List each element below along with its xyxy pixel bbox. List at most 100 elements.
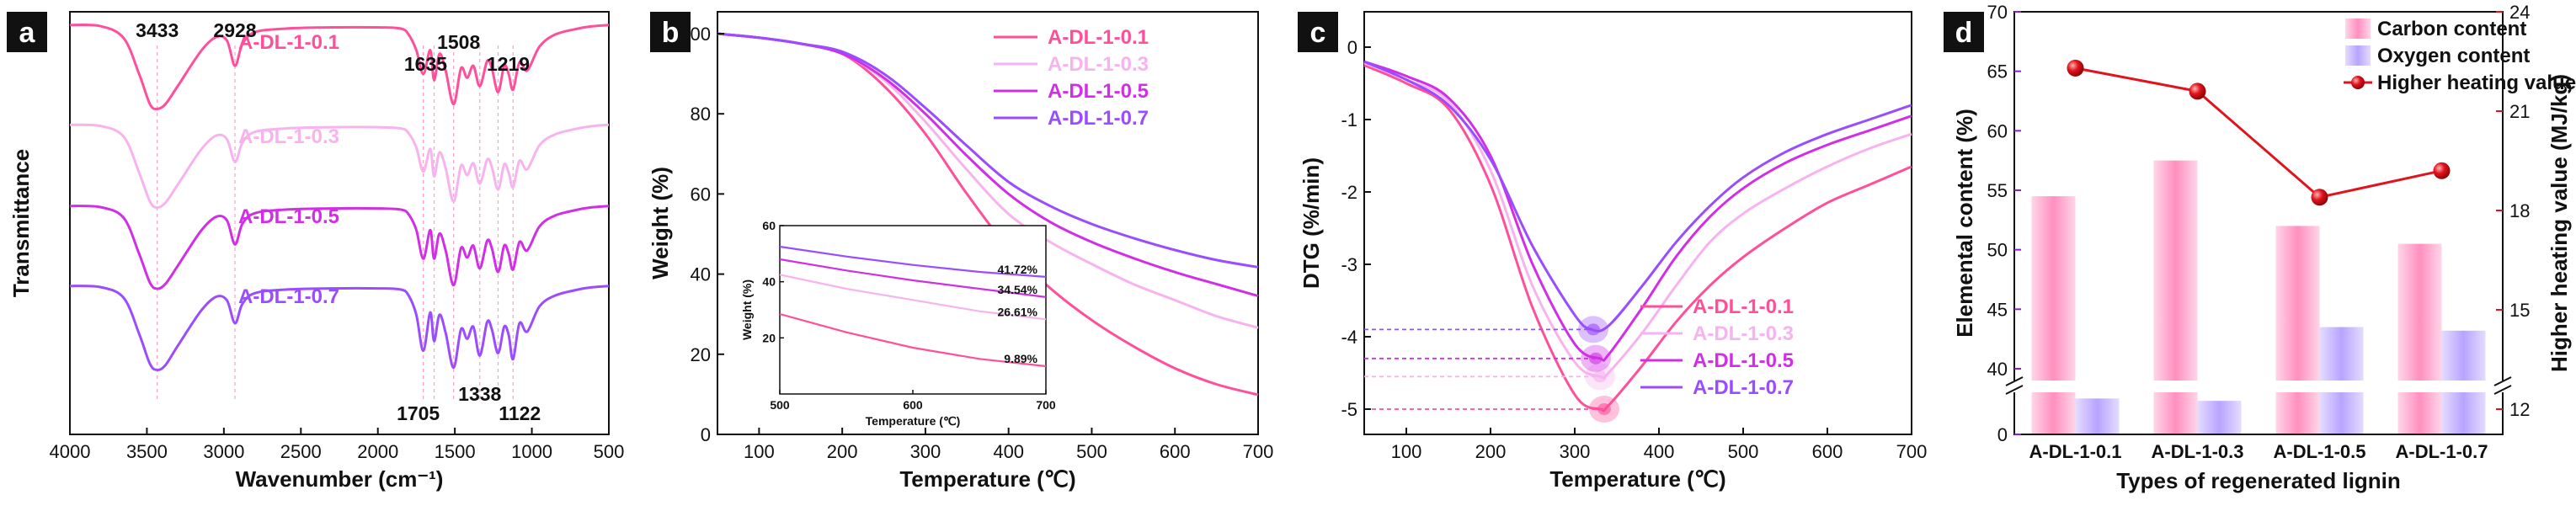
spectra <box>69 24 610 371</box>
legend-swatch-carbon <box>2345 19 2371 39</box>
inset-y-tick-label: 20 <box>762 331 776 344</box>
y-axis-label: Transmittance <box>8 149 34 297</box>
peak-annotation: 1635 <box>404 53 447 75</box>
legend-swatch-oxygen <box>2345 45 2371 66</box>
panel-label-box <box>1298 12 1338 52</box>
x-tick-label: 500 <box>594 441 625 462</box>
oxygen-bar <box>2197 401 2242 434</box>
x-tick-label: 700 <box>1896 441 1928 462</box>
inset-x-tick-label: 500 <box>770 398 790 412</box>
y-tick-label: 50 <box>1987 240 2008 261</box>
legend-swatch-hhv-point <box>2351 76 2365 89</box>
y-tick-label: 100 <box>680 24 711 45</box>
x-tick-label: 400 <box>993 441 1024 462</box>
peak-annotation: 1338 <box>458 383 501 405</box>
y2-tick-label: 18 <box>2509 200 2530 221</box>
y-tick-label: 0 <box>1347 37 1357 58</box>
peak-annotation: 1705 <box>397 402 440 424</box>
plot-frame <box>1363 11 1912 435</box>
carbon-bar <box>2275 226 2320 434</box>
dtg-curve <box>1363 60 1912 362</box>
legend-label: A-DL-1-0.1 <box>1048 26 1149 49</box>
inset-end-label: 26.61% <box>998 305 1038 318</box>
legend-label: A-DL-1-0.7 <box>1693 376 1794 399</box>
hhv-line <box>2067 59 2451 206</box>
tga-curve <box>717 32 1259 269</box>
legend: Carbon content Oxygen content Higher heati… <box>2344 18 2576 94</box>
x-tick-label: 700 <box>1243 441 1274 462</box>
y-tick-label: 55 <box>1987 180 2008 201</box>
series-labels: A-DL-1-0.1 A-DL-1-0.3 A-DL-1-0.5 A-DL-1-0.7 <box>238 31 339 308</box>
x-tick-label: 200 <box>1475 441 1507 462</box>
y-tick-label: -1 <box>1341 109 1357 130</box>
peak-annotation: 1122 <box>499 402 541 424</box>
annotation-dashes <box>157 45 514 401</box>
panel-label-box <box>7 12 47 52</box>
x-tick-label: 3500 <box>126 441 168 462</box>
peak-guides <box>1364 328 1604 410</box>
legend-label: Oxygen content <box>2377 45 2530 67</box>
y-tick-label: 45 <box>1987 299 2008 320</box>
y-ticks: 0 20 40 60 80 100 <box>680 24 724 445</box>
series-label: A-DL-1-0.7 <box>238 285 339 308</box>
x-tick-label: A-DL-1-0.1 <box>2029 441 2121 462</box>
x-tick-label: A-DL-1-0.3 <box>2151 441 2243 462</box>
plot-frame <box>2013 11 2504 435</box>
x-tick-label: 200 <box>827 441 858 462</box>
x-tick-label: 500 <box>1076 441 1107 462</box>
y-tick-label: -4 <box>1341 327 1357 348</box>
y-axis-label: Weight (%) <box>648 167 673 279</box>
x-tick-label: 600 <box>1160 441 1191 462</box>
inset-x-label: Temperature (℃) <box>866 414 961 428</box>
y2-tick-label: 12 <box>2509 399 2530 420</box>
legend-label: A-DL-1-0.7 <box>1048 107 1149 130</box>
series-label: A-DL-1-0.3 <box>238 125 339 148</box>
bars <box>2031 160 2486 435</box>
panel-label: c <box>1310 17 1326 49</box>
spectrum-line <box>69 123 610 210</box>
y-tick-label: -2 <box>1341 182 1357 203</box>
series-label: A-DL-1-0.5 <box>238 205 339 228</box>
break-band <box>2003 381 2515 392</box>
inset-curve <box>779 312 1047 368</box>
inset-end-label: 34.54% <box>998 283 1038 296</box>
inset-end-label: 9.89% <box>1004 352 1037 365</box>
plot-frame <box>717 11 1259 435</box>
x-ticks: 100 200 300 400 500 600 700 <box>1391 428 1928 462</box>
peak-annotation: 1508 <box>437 31 480 53</box>
x-tick-label: 3000 <box>203 441 244 462</box>
inset-curve <box>779 258 1047 298</box>
panel-label-box <box>650 12 691 52</box>
panel-label: a <box>19 17 36 49</box>
hhv-line <box>2075 67 2442 199</box>
break-mark <box>2493 385 2512 395</box>
x-tick-label: 500 <box>1728 441 1759 462</box>
y2-tick-label: 21 <box>2509 101 2530 122</box>
hhv-point <box>2067 59 2084 77</box>
y2-tick-label: 15 <box>2509 300 2530 321</box>
x-axis-label: Types of regenerated lignin <box>2116 468 2401 493</box>
y-axis-label: DTG (%/min) <box>1299 157 1324 289</box>
dtg-curve <box>1363 60 1912 333</box>
y-ticks-right: 12 15 18 21 24 <box>2496 2 2530 420</box>
inset-y-tick-label: 60 <box>762 219 776 232</box>
y-tick-label: 40 <box>691 264 711 285</box>
hhv-point <box>2311 189 2328 206</box>
x-tick-label: 1500 <box>435 441 476 462</box>
x-tick-label: A-DL-1-0.5 <box>2273 441 2365 462</box>
x-tick-label: 2500 <box>280 441 322 462</box>
series-label: A-DL-1-0.1 <box>238 31 339 54</box>
x-ticks: 100 200 300 400 500 600 700 <box>744 428 1273 462</box>
x-tick-label: 300 <box>910 441 941 462</box>
y-ticks-left: 0 40 45 50 55 60 65 70 <box>1987 2 2021 445</box>
inset-curves <box>779 245 1047 368</box>
y-tick-label: 80 <box>691 104 711 125</box>
x-tick-label: 1000 <box>511 441 552 462</box>
inset-ticks: 500 600 700 20 40 60 <box>762 219 1055 412</box>
spectrum-line <box>69 285 610 371</box>
x-tick-label: 600 <box>1812 441 1843 462</box>
panel-label: b <box>662 17 680 49</box>
x-axis-label: Temperature (℃) <box>899 466 1075 492</box>
